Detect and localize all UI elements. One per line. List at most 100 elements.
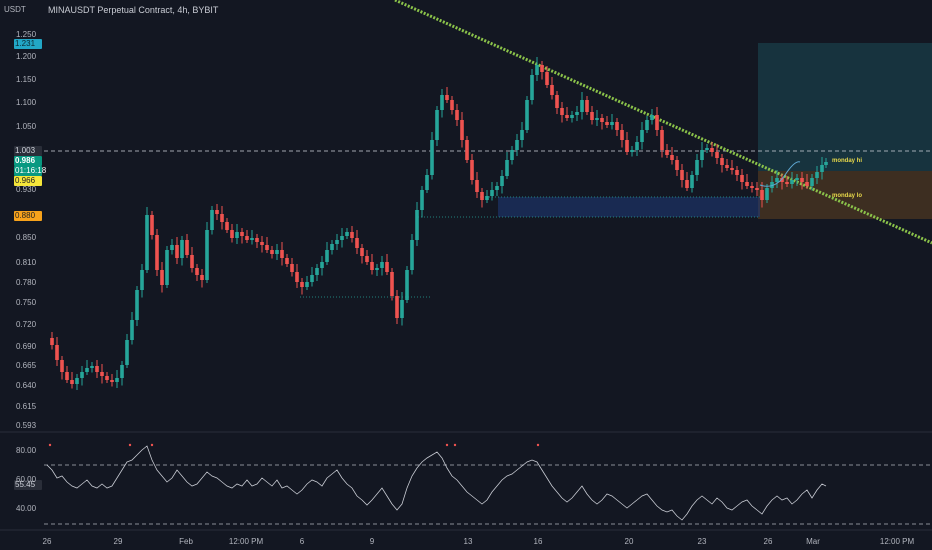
time-tick-label: 12:00 PM (228, 537, 264, 546)
monday-hi-price-tag: 0.966 (14, 176, 42, 186)
candle-body (580, 100, 584, 112)
candle-body (405, 270, 409, 300)
price-tick-label: 0.750 (16, 298, 37, 307)
rsi-current-tag: 55.45 (14, 480, 42, 490)
candle-body (275, 250, 279, 254)
time-tick-label: 13 (463, 537, 473, 546)
candle-body (250, 238, 254, 240)
time-tick-label: 23 (697, 537, 707, 546)
candle-body (370, 262, 374, 270)
time-tick-label: 26 (763, 537, 773, 546)
candle-body (715, 152, 719, 158)
symbol-title[interactable]: MINAUSDT Perpetual Contract, 4h, BYBIT (48, 5, 219, 15)
candle-body (505, 160, 509, 176)
candle-body (520, 130, 524, 140)
candle-body (595, 118, 599, 120)
projection-arrow (759, 161, 801, 187)
candle-body (690, 175, 694, 188)
candle-body (240, 232, 244, 236)
candle-body (455, 110, 459, 120)
candle-body (695, 160, 699, 175)
candle-body (215, 210, 219, 214)
candle-body (125, 340, 129, 365)
top-box-price-tag: 1.231 (14, 39, 42, 49)
demand-zone-box (498, 197, 760, 217)
candle-body (185, 240, 189, 255)
price-tick-label: 0.720 (16, 320, 37, 329)
candle-body (50, 338, 54, 345)
candle-body (480, 192, 484, 200)
candle-body (190, 255, 194, 268)
candle-body (165, 250, 169, 285)
candle-body (530, 75, 534, 100)
dashed-level-tag: 1.003 (14, 146, 42, 156)
candle-body (475, 180, 479, 192)
candle-body (500, 176, 504, 186)
rsi-tick-label: 40.00 (16, 504, 37, 513)
monday-lo-annotation[interactable]: monday lo (832, 193, 863, 199)
candle-body (435, 110, 439, 140)
candle-body (545, 72, 549, 85)
candle-body (285, 258, 289, 264)
candle-body (575, 112, 579, 115)
candle-body (325, 250, 329, 262)
candle-body (315, 268, 319, 275)
candle-body (375, 268, 379, 270)
monday-lo-price-tag: 0.880 (14, 211, 42, 221)
candle-body (525, 100, 529, 130)
price-tick-label: 0.615 (16, 402, 37, 411)
candle-body (180, 240, 184, 258)
candle-body (260, 242, 264, 245)
time-tick-label: 20 (624, 537, 634, 546)
candle-body (170, 245, 174, 250)
candle-body (565, 115, 569, 118)
candle-body (605, 122, 609, 125)
candle-body (770, 182, 774, 188)
rsi-signal-dot (48, 443, 52, 447)
candle-body (220, 214, 224, 222)
candle-body (620, 130, 624, 140)
candle-body (200, 275, 204, 280)
monday-hi-annotation[interactable]: monday hi (832, 158, 863, 164)
candle-body (110, 380, 114, 382)
candle-body (290, 264, 294, 272)
candle-body (380, 262, 384, 268)
currency-label: USDT (4, 5, 26, 14)
candle-body (280, 250, 284, 258)
time-tick-label: 29 (113, 537, 123, 546)
candle-body (150, 215, 154, 235)
candle-body (135, 290, 139, 320)
price-tick-label: 0.780 (16, 278, 37, 287)
candle-body (65, 372, 69, 380)
last-price-tag: 0.986 (14, 156, 42, 166)
price-tick-label: 0.690 (16, 342, 37, 351)
candle-body (630, 150, 634, 152)
candle-body (700, 150, 704, 160)
candle-body (720, 158, 724, 165)
time-tick-label: Feb (179, 537, 193, 546)
candle-body (60, 360, 64, 372)
price-tick-label: 0.665 (16, 361, 37, 370)
candle-body (465, 140, 469, 160)
candle-body (320, 262, 324, 268)
candle-body (460, 120, 464, 140)
candle-body (105, 376, 109, 380)
candle-body (145, 215, 149, 270)
candle-body (785, 182, 789, 184)
candle-body (430, 140, 434, 175)
rsi-tick-label: 60.00 (16, 475, 37, 484)
candle-body (775, 178, 779, 182)
candle-body (210, 210, 214, 230)
candle-body (570, 115, 574, 118)
target-zone-box (758, 43, 932, 171)
price-tick-label: 0.850 (16, 233, 37, 242)
candle-body (560, 108, 564, 115)
candle-body (780, 178, 784, 182)
candle-body (800, 178, 804, 182)
candle-body (600, 118, 604, 122)
price-tick-label: 0.640 (16, 381, 37, 390)
candle-body (440, 95, 444, 110)
candle-body (355, 238, 359, 248)
